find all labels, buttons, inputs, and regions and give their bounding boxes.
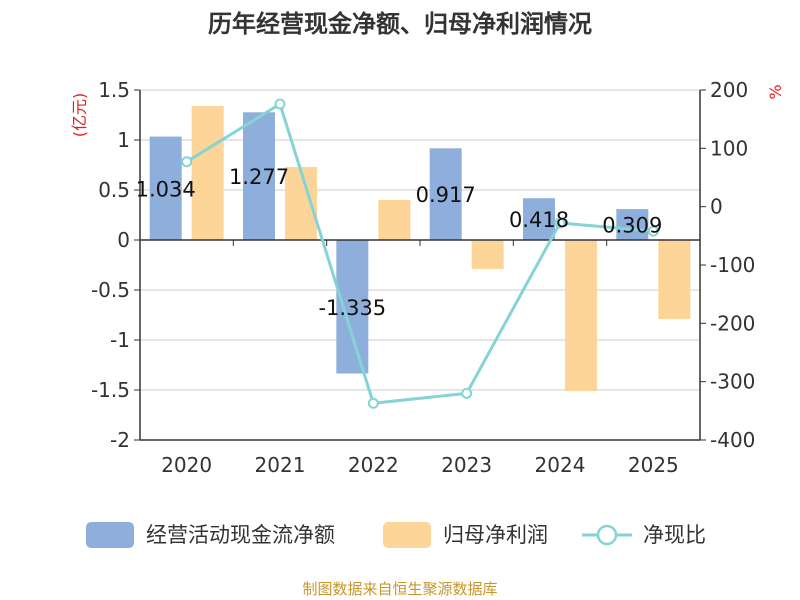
bar-netprofit-2020 <box>191 106 224 240</box>
y-left-tick-label: 1 <box>117 128 130 152</box>
bar-netprofit-2022 <box>378 200 411 240</box>
y-left-tick-label: -1.5 <box>91 378 130 402</box>
legend-label-netprofit: 归母净利润 <box>443 523 548 547</box>
y-left-tick-label: -1 <box>110 328 130 352</box>
data-label-cashflow-2023: 0.917 <box>416 183 476 207</box>
legend-label-cashflow: 经营活动现金流净额 <box>146 523 335 547</box>
axes <box>134 89 706 441</box>
bar-cashflow-2023 <box>429 148 462 240</box>
bar-cashflow-2020 <box>149 136 182 240</box>
data-label-cashflow-2021: 1.277 <box>229 165 289 189</box>
source-note: 制图数据来自恒生聚源数据库 <box>302 580 497 598</box>
y-left-tick-label: 0.5 <box>98 178 130 202</box>
y-right-axis-label: % <box>766 84 785 99</box>
legend-label-ratio: 净现比 <box>643 523 706 547</box>
grid-lines <box>140 89 700 441</box>
bars <box>149 106 691 391</box>
legend-swatch-cashflow <box>86 522 134 548</box>
data-label-cashflow-2025: 0.309 <box>602 214 662 238</box>
bar-cashflow-2025 <box>616 209 649 240</box>
y-right-tick-label: -200 <box>710 311 755 335</box>
chart-title: 历年经营现金净额、归母净利润情况 <box>208 10 592 38</box>
ratio-point-2024 <box>554 217 566 229</box>
y-left-tick-label: 1.5 <box>98 78 130 102</box>
ratio-point-2020 <box>181 156 193 168</box>
y-right-tick-label: 0 <box>710 195 723 219</box>
y-right-tick-label: -300 <box>710 370 755 394</box>
x-tick-label-2024: 2024 <box>535 453 586 477</box>
x-ticks: 2020 2021 2022 2023 2024 2025 <box>161 453 679 477</box>
bar-netprofit-2024 <box>565 240 597 391</box>
x-tick-label-2023: 2023 <box>441 453 492 477</box>
ratio-point-2025 <box>647 225 659 237</box>
legend: 经营活动现金流净额 归母净利润 净现比 <box>86 522 706 548</box>
bar-netprofit-2025 <box>658 240 691 319</box>
legend-swatch-netprofit <box>383 522 431 548</box>
y-left-tick-label: -2 <box>110 428 130 452</box>
data-label-cashflow-2024: 0.418 <box>509 208 569 232</box>
bar-cashflow-2021 <box>243 112 275 240</box>
x-tick-label-2021: 2021 <box>255 453 306 477</box>
data-label-cashflow-2022: -1.335 <box>318 296 386 320</box>
y-left-tick-label: -0.5 <box>91 278 130 302</box>
y-right-tick-label: 200 <box>710 78 748 102</box>
y-right-tick-label: -400 <box>710 428 755 452</box>
y-right-ticks: 200 100 0 -100 -200 -300 -400 <box>710 78 755 452</box>
ratio-line <box>181 98 659 409</box>
x-tick-label-2020: 2020 <box>161 453 212 477</box>
ratio-point-2021 <box>274 98 286 110</box>
y-right-tick-label: 100 <box>710 136 748 160</box>
ratio-point-2023 <box>461 387 473 399</box>
x-tick-label-2025: 2025 <box>628 453 679 477</box>
x-tick-label-2022: 2022 <box>348 453 399 477</box>
ratio-point-2022 <box>367 397 379 409</box>
ratio-line-path <box>185 101 654 405</box>
bar-cashflow-2024 <box>523 198 555 240</box>
y-left-axis-label: (亿元) <box>70 93 89 138</box>
data-labels: 1.034 1.277 -1.335 0.917 0.418 0.309 <box>136 165 663 320</box>
bar-netprofit-2023 <box>471 240 504 269</box>
y-left-ticks: 1.5 1 0.5 0 -0.5 -1 -1.5 -2 <box>91 78 130 452</box>
y-right-tick-label: -100 <box>710 253 755 277</box>
legend-swatch-ratio-marker <box>596 524 618 546</box>
data-label-cashflow-2020: 1.034 <box>136 177 196 201</box>
y-left-tick-label: 0 <box>117 228 130 252</box>
